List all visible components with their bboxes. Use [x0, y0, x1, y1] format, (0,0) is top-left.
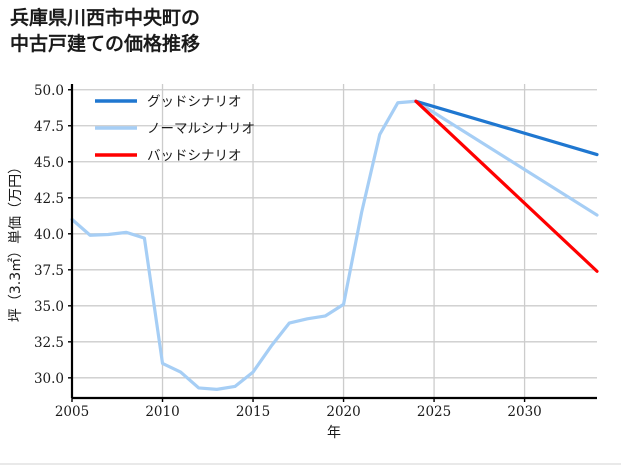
y-tick-label: 37.5 — [34, 263, 64, 279]
series-line-good — [414, 99, 599, 157]
x-tick-label: 2015 — [236, 404, 270, 420]
y-tick-label: 47.5 — [34, 119, 64, 135]
x-tick-label: 2030 — [507, 404, 541, 420]
y-tick-label: 50.0 — [34, 83, 64, 99]
series-line-bad — [414, 99, 599, 273]
y-tick-label: 42.5 — [34, 191, 64, 207]
chart-title: 兵庫県川西市中央町の 中古戸建ての価格推移 — [10, 7, 201, 55]
x-tick-label: 2010 — [145, 404, 179, 420]
x-tick-label: 2025 — [417, 404, 451, 420]
y-tick-label: 35.0 — [34, 299, 64, 315]
legend-label-good: グッドシナリオ — [147, 94, 242, 110]
x-axis-label: 年 — [327, 425, 341, 441]
series-line-normal — [70, 99, 599, 391]
y-tick-label: 45.0 — [34, 155, 64, 171]
legend-label-normal: ノーマルシナリオ — [147, 121, 255, 137]
legend-label-bad: バッドシナリオ — [147, 148, 242, 164]
series-group — [70, 99, 599, 391]
x-tick-label: 2020 — [326, 404, 360, 420]
y-axis-label: 坪（3.3㎡）単価（万円） — [8, 160, 24, 322]
y-tick-label: 30.0 — [34, 371, 64, 387]
x-tick-labels: 2005 2010 2015 2020 2025 2030 — [55, 398, 542, 420]
axes-group — [70, 84, 597, 400]
x-tick-label: 2005 — [55, 404, 89, 420]
y-tick-label: 32.5 — [34, 335, 64, 351]
y-tick-labels: 30.0 32.5 35.0 37.5 40.0 42.5 45.0 47.5 50.0 — [34, 83, 72, 387]
y-tick-label: 40.0 — [34, 227, 64, 243]
